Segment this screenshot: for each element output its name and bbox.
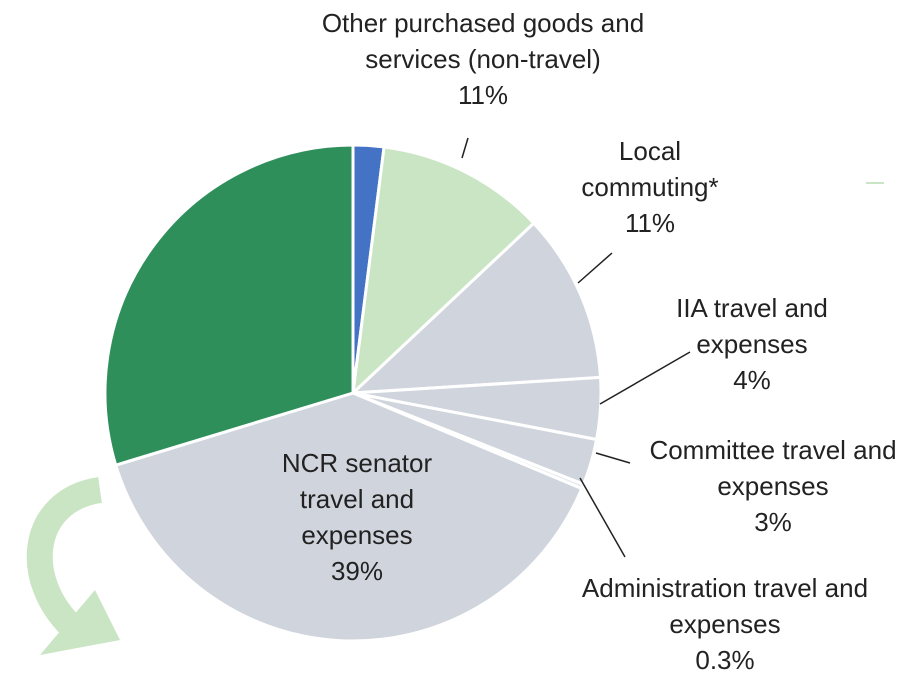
leader-line	[461, 137, 469, 159]
category-label: Other purchased goods and services (non-…	[321, 8, 645, 74]
leader-line	[579, 477, 626, 558]
category-label: Committee travel and expenses	[649, 435, 897, 501]
leader-lines	[461, 137, 691, 558]
slice-label: NCR senator travel and expenses 39%	[257, 445, 457, 589]
pie-slice	[348, 221, 603, 395]
pie-slice	[103, 143, 355, 468]
arrow-body	[26, 477, 103, 640]
slice-label: Administration travel and expenses 0.3%	[560, 570, 890, 678]
slice-label: IIA travel and expenses 4%	[652, 290, 852, 398]
arrow	[26, 477, 120, 655]
slice-label: Other purchased goods and services (non-…	[293, 5, 673, 113]
slice-label: Local commuting* 11%	[560, 133, 740, 241]
slice-label: Committee travel and expenses 3%	[628, 432, 908, 540]
value-label: 4%	[733, 365, 771, 395]
leader-line	[577, 252, 613, 284]
category-label: Local commuting*	[581, 136, 719, 202]
leader-line	[595, 452, 631, 464]
value-label: 3%	[754, 507, 792, 537]
category-label: NCR senator travel and expenses	[281, 448, 433, 550]
value-label: 11%	[624, 208, 676, 238]
value-label: 11%	[457, 80, 509, 110]
leader-line	[599, 351, 691, 405]
category-label: Administration travel and expenses	[581, 573, 869, 639]
arrow-head	[40, 590, 120, 655]
pie-slice	[350, 145, 536, 397]
value-label: 39%	[330, 556, 384, 586]
pie-slice	[113, 391, 584, 643]
category-label: IIA travel and expenses	[676, 293, 828, 359]
value-label: 0.3%	[695, 645, 755, 675]
